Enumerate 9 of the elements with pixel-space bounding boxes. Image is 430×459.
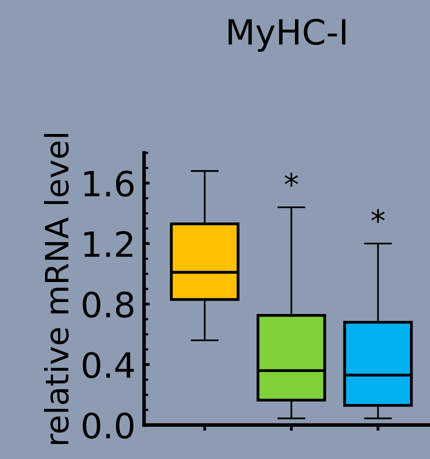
annotation: * bbox=[371, 208, 385, 223]
annotation: * bbox=[284, 172, 298, 187]
y-tick-label: 0.0 bbox=[82, 412, 134, 439]
y-axis-title: relative mRNA level bbox=[44, 134, 69, 444]
y-tick-label: 0.8 bbox=[82, 291, 134, 318]
y-tick-label: 1.6 bbox=[84, 170, 134, 197]
chart-title: MyHC-I bbox=[228, 18, 346, 52]
y-tick-label: 0.4 bbox=[82, 352, 134, 378]
y-tick-label: 1.2 bbox=[84, 230, 132, 257]
